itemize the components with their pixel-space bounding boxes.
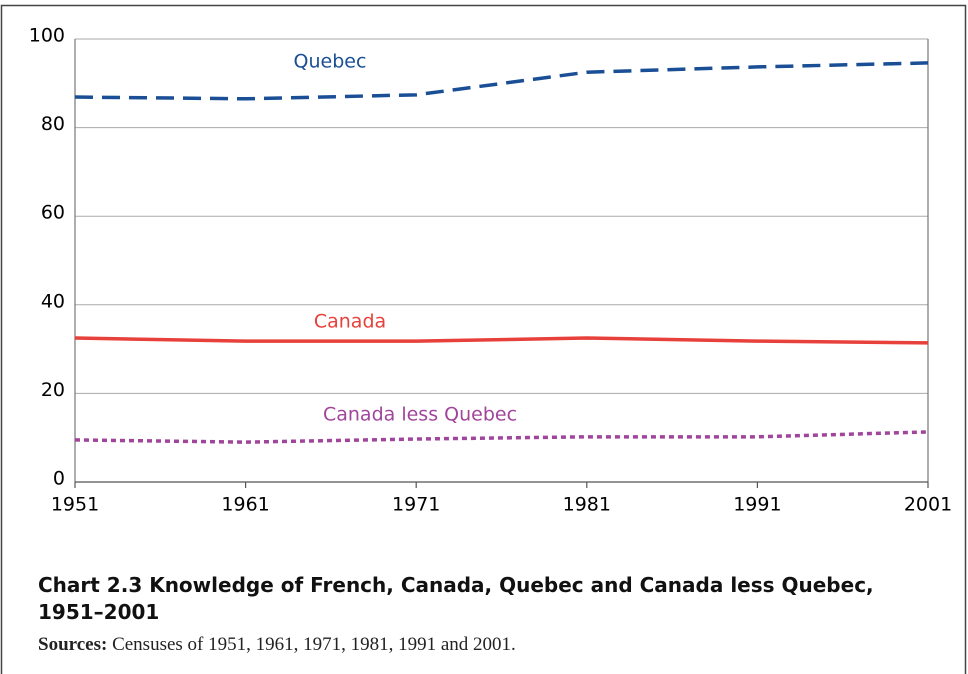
y-tick-label: 40 xyxy=(41,290,65,312)
chart-title: Chart 2.3 Knowledge of French, Canada, Q… xyxy=(38,573,874,624)
series-line xyxy=(74,61,929,101)
series-label: Canada xyxy=(314,311,386,333)
series-line xyxy=(74,336,929,345)
frame xyxy=(0,4,967,674)
source-text: Censuses of 1951, 1961, 1971, 1981, 1991… xyxy=(112,634,516,655)
x-tick-label: 1951 xyxy=(51,494,99,516)
x-tick-label: 1961 xyxy=(221,494,269,516)
x-tick-label: 1991 xyxy=(733,494,781,516)
x-tick-label: 1981 xyxy=(563,494,611,516)
x-tick-label: 1971 xyxy=(392,494,440,516)
y-tick-label: 60 xyxy=(41,202,65,224)
y-tick-label: 80 xyxy=(41,113,65,135)
series-line xyxy=(74,430,929,444)
y-tick-label: 0 xyxy=(53,468,65,490)
source: Sources: Censuses of 1951, 1961, 1971, 1… xyxy=(38,634,516,656)
series-label: Quebec xyxy=(294,51,367,73)
source-label: Sources: xyxy=(38,634,108,655)
y-tick-label: 100 xyxy=(29,25,65,47)
x-tick-label: 2001 xyxy=(904,494,952,516)
series-label: Canada less Quebec xyxy=(323,404,517,426)
y-tick-label: 20 xyxy=(41,379,65,401)
